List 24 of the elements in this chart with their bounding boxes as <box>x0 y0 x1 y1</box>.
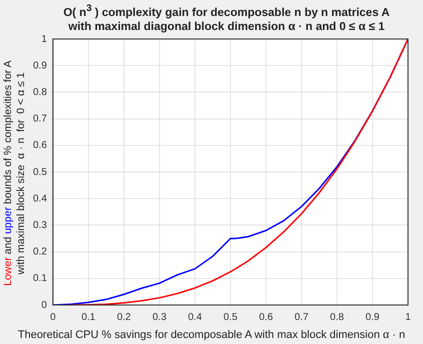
x-tick-label: 0 <box>50 312 56 323</box>
y-tick-label: 0.5 <box>32 166 48 178</box>
y-tick-label: 0.3 <box>32 220 48 231</box>
y-tick-label: 0.8 <box>32 86 48 98</box>
x-axis-title: Theoretical CPU % savings for decomposable A with max block dimension α · n <box>16 329 406 341</box>
y-tick-label: 0.2 <box>32 246 48 258</box>
chart-title: O( n$^{3}$ ) complexity gain for decomposable n by n matrices A with maximal diagonal block dimension α · n and 0 ≤ α ≤ 1 <box>62 2 391 34</box>
y-tick-label: 0.9 <box>32 60 48 72</box>
x-tick-label: 0.7 <box>294 312 309 323</box>
y-tick-label: 0.1 <box>32 273 48 284</box>
y-tick-label: 0 <box>41 300 48 311</box>
y-tick-label: 0.4 <box>32 193 48 204</box>
y-tick-label: 0.7 <box>32 114 48 125</box>
x-tick-label: 0.5 <box>224 312 238 323</box>
y-tick-label: 0.6 <box>32 140 48 152</box>
x-tick-label: 1 <box>405 312 412 323</box>
x-tick-label: 0.4 <box>188 312 202 323</box>
y-tick-label: 1 <box>41 34 48 45</box>
x-tick-label: 0.1 <box>81 312 96 323</box>
x-tick-label: 0.3 <box>152 312 167 323</box>
x-tick-label: 0.9 <box>366 312 380 323</box>
x-tick-label: 0.2 <box>116 312 132 323</box>
x-tick-label: 0.8 <box>330 312 344 323</box>
x-tick-label: 0.6 <box>259 312 274 323</box>
